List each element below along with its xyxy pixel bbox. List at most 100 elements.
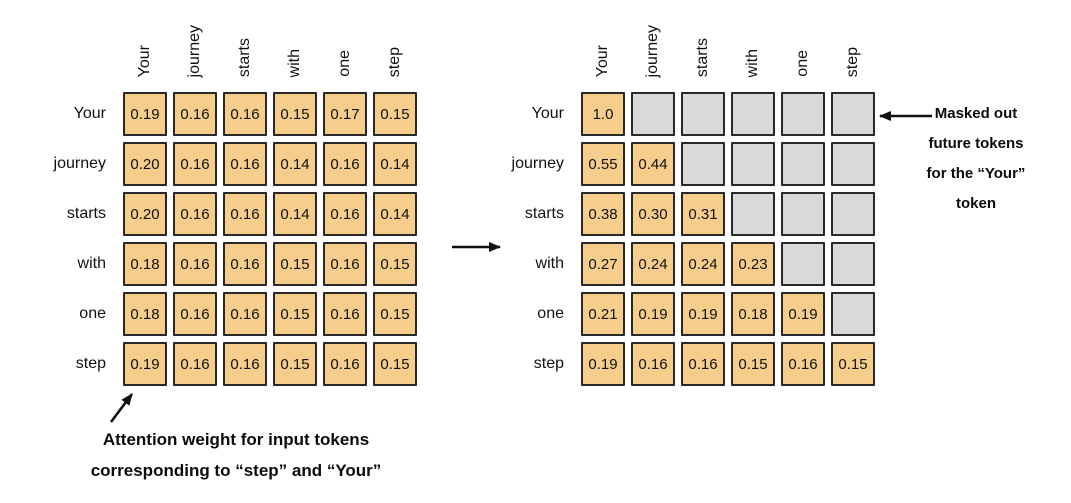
column-header-text: with [744,48,761,77]
masked-cell [681,142,725,186]
attention-weight-cell: 0.16 [223,92,267,136]
attention-weight-cell: 0.14 [373,142,417,186]
attention-weight-cell: 0.16 [323,342,367,386]
attention-weight-cell: 0.55 [581,142,625,186]
attention-weight-cell: 0.24 [681,242,725,286]
attention-weight-cell: 0.15 [373,342,417,386]
attention-weight-cell: 1.0 [581,92,625,136]
masked-cell [731,92,775,136]
attention-weight-cell: 0.16 [323,192,367,236]
attention-weight-cell: 0.14 [373,192,417,236]
attention-weight-cell: 0.15 [273,342,317,386]
masked-cell [831,292,875,336]
row-header-label: starts [524,205,564,222]
attention-weight-cell: 0.14 [273,142,317,186]
attention-weight-cell: 0.16 [781,342,825,386]
column-header-label: journey [173,2,217,86]
masked-cell [781,242,825,286]
column-header-text: one [794,50,811,77]
column-header-label: step [373,2,417,86]
attention-weight-cell: 0.15 [273,292,317,336]
masked-cell [631,92,675,136]
column-header-label: step [831,2,875,86]
attention-weight-cell: 0.30 [631,192,675,236]
attention-weight-cell: 0.21 [581,292,625,336]
row-header-label: step [533,355,564,372]
attention-weight-cell: 0.16 [631,342,675,386]
column-header-text: starts [236,37,253,77]
attention-weight-cell: 0.15 [373,242,417,286]
column-header-label: with [731,2,775,86]
attention-note-arrow-icon [109,393,134,423]
row-header-label: journey [53,155,106,172]
column-header-text: starts [694,37,711,77]
masked-cell [731,142,775,186]
attention-weight-cell: 0.19 [123,92,167,136]
column-header-text: step [386,46,403,77]
masked-cell [781,92,825,136]
attention-weight-cell: 0.15 [373,92,417,136]
row-header-label: with [77,255,106,272]
masked-cell [781,192,825,236]
attention-weight-cell: 0.19 [681,292,725,336]
column-header-label: one [323,2,367,86]
masked-cell [831,192,875,236]
attention-weight-cell: 0.19 [123,342,167,386]
attention-weight-cell: 0.27 [581,242,625,286]
column-header-text: with [286,48,303,77]
attention-weight-cell: 0.19 [581,342,625,386]
row-header-label: one [79,305,106,322]
attention-weight-cell: 0.16 [223,142,267,186]
attention-weight-cell: 0.19 [781,292,825,336]
matrix-corner-spacer [45,2,117,86]
row-header-label: starts [66,205,106,222]
attention-weight-cell: 0.16 [223,192,267,236]
right-attention-matrix: Your journey starts with one step Your 1.0 journ… [503,2,875,386]
masked-cell [781,142,825,186]
matrix-corner-spacer [503,2,575,86]
column-header-text: step [844,46,861,77]
attention-weight-cell: 0.18 [731,292,775,336]
masked-cell [731,192,775,236]
column-header-text: journey [186,24,203,77]
column-header-label: one [781,2,825,86]
attention-weight-cell: 0.17 [323,92,367,136]
column-header-text: Your [136,44,153,77]
attention-weight-cell: 0.16 [173,192,217,236]
masked-cell [831,92,875,136]
attention-weight-cell: 0.24 [631,242,675,286]
column-header-text: one [336,50,353,77]
attention-weight-cell: 0.16 [323,142,367,186]
attention-weight-cell: 0.23 [731,242,775,286]
row-header-label: one [537,305,564,322]
attention-weight-cell: 0.18 [123,242,167,286]
attention-weight-cell: 0.15 [273,242,317,286]
attention-weight-cell: 0.15 [373,292,417,336]
column-header-label: journey [631,2,675,86]
attention-weight-cell: 0.20 [123,142,167,186]
attention-weight-cell: 0.16 [223,342,267,386]
row-header-label: journey [511,155,564,172]
row-header-label: Your [531,105,564,122]
attention-weight-cell: 0.16 [223,242,267,286]
column-header-label: starts [681,2,725,86]
column-header-text: Your [594,44,611,77]
column-header-label: Your [581,2,625,86]
masked-cell [831,142,875,186]
attention-weight-cell: 0.15 [831,342,875,386]
masked-cell [831,242,875,286]
attention-weight-cell: 0.16 [323,292,367,336]
attention-weight-cell: 0.18 [123,292,167,336]
row-header-label: Your [73,105,106,122]
attention-weight-cell: 0.38 [581,192,625,236]
attention-weight-note: Attention weight for input tokens corres… [90,430,382,480]
attention-weight-cell: 0.16 [173,292,217,336]
attention-weight-cell: 0.19 [631,292,675,336]
row-header-label: step [75,355,106,372]
row-header-label: with [535,255,564,272]
attention-weight-cell: 0.14 [273,192,317,236]
attention-weight-cell: 0.16 [173,342,217,386]
attention-weight-cell: 0.44 [631,142,675,186]
attention-weight-cell: 0.31 [681,192,725,236]
